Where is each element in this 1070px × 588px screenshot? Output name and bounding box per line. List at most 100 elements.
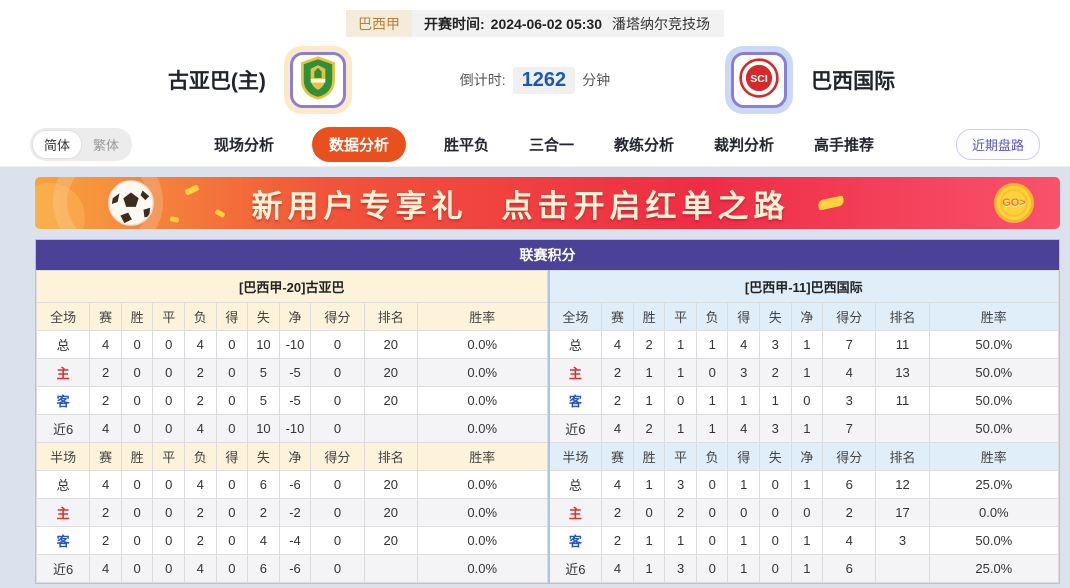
stat-cell: 2 [89, 526, 122, 555]
countdown-label: 倒计时: [459, 72, 506, 88]
stat-cell: 2 [184, 386, 217, 415]
stat-cell: 0.0% [416, 498, 548, 527]
nav-item-0[interactable]: 现场分析 [213, 137, 274, 154]
stat-cell: 0 [695, 470, 729, 499]
stat-cell [363, 414, 418, 443]
nav-item-6[interactable]: 高手推荐 [814, 137, 875, 154]
stat-cell: 0 [310, 526, 365, 555]
row-label-host: 主 [547, 498, 603, 527]
stat-cell: -6 [278, 554, 312, 583]
kickoff-time: 2024-06-02 05:30 [490, 15, 602, 32]
row-label-host: 主 [35, 358, 91, 387]
col-header: 胜 [632, 442, 666, 471]
stats-row: 客 2 1 1 0 1 0 1 4 3 50.0% [547, 526, 1060, 555]
home-team-name: 古亚巴(主) [167, 70, 266, 93]
col-header: 得分 [310, 442, 365, 471]
stat-cell: 1 [790, 414, 824, 443]
stat-cell: 0.0% [416, 386, 548, 415]
col-header: 赛 [89, 442, 122, 471]
stat-cell: 1 [632, 554, 666, 583]
col-header: 平 [664, 442, 697, 471]
stat-cell: 4 [89, 330, 122, 359]
stats-row: 近6 4 2 1 1 4 3 1 7 50.0% [547, 414, 1060, 443]
col-header: 平 [152, 442, 186, 471]
col-header: 失 [759, 442, 792, 471]
stats-row: 客 2 0 0 2 0 4 -4 0 20 0.0% [35, 526, 548, 555]
stats-row: 总 4 0 0 4 0 6 -6 0 20 0.0% [35, 470, 548, 499]
stat-cell: 0 [215, 358, 249, 387]
stat-cell: 50.0% [928, 414, 1060, 443]
stat-cell: 0 [695, 554, 729, 583]
stat-cell: 6 [247, 470, 280, 499]
banner-text-left: 新用户专享礼 [251, 188, 468, 224]
stat-cell: 6 [822, 554, 877, 583]
stat-cell: 0.0% [416, 526, 548, 555]
stat-cell: 0 [727, 498, 760, 527]
row-label-host: 主 [547, 358, 603, 387]
stat-cell: 2 [89, 358, 122, 387]
stat-cell: -6 [278, 470, 312, 499]
stat-cell: 1 [727, 526, 760, 555]
stats-row: 近6 4 0 0 4 0 6 -6 0 0.0% [35, 554, 548, 583]
nav-item-5[interactable]: 裁判分析 [714, 137, 775, 154]
col-header: 胜 [120, 302, 154, 331]
lang-simplified-button[interactable]: 简体 [32, 130, 83, 159]
col-header: 胜率 [416, 302, 548, 331]
stat-cell: 3 [759, 330, 792, 359]
col-header: 赛 [601, 442, 634, 471]
stat-cell: 4 [822, 358, 877, 387]
row-label-total: 总 [547, 470, 603, 499]
stat-cell: 2 [601, 526, 634, 555]
nav-item-4[interactable]: 教练分析 [614, 137, 675, 154]
stat-cell: 0 [310, 470, 365, 499]
away-team-header: [巴西甲-11]巴西国际 [548, 270, 1059, 303]
banner-text-right: 点击开启红单之路 [501, 188, 790, 224]
stat-cell: -10 [278, 330, 312, 359]
stat-cell: 1 [695, 386, 729, 415]
stat-cell: 0 [632, 498, 666, 527]
col-header: 得分 [310, 302, 365, 331]
stat-cell: 0 [310, 498, 365, 527]
lang-traditional-button[interactable]: 繁体 [93, 138, 120, 153]
nav-item-1[interactable]: 数据分析 [311, 127, 406, 162]
stat-cell: 4 [184, 470, 217, 499]
stat-cell: 2 [601, 498, 634, 527]
col-header: 负 [184, 302, 217, 331]
stat-cell: 0 [152, 330, 186, 359]
stat-cell: 1 [695, 330, 729, 359]
nav-item-2[interactable]: 胜平负 [443, 137, 489, 154]
col-header: 失 [247, 442, 280, 471]
stat-cell: 2 [822, 498, 877, 527]
col-header: 负 [695, 302, 729, 331]
stat-cell: 3 [875, 526, 930, 555]
stat-cell [875, 414, 930, 443]
card-title: 联赛积分 [36, 240, 1059, 270]
stat-cell: 0 [152, 498, 186, 527]
stat-cell: 0 [120, 470, 154, 499]
stat-cell: 0.0% [416, 414, 548, 443]
away-team-name: 巴西国际 [811, 70, 896, 93]
stat-cell [875, 554, 930, 583]
stat-cell: -4 [278, 526, 312, 555]
stat-cell: 1 [790, 470, 824, 499]
stat-cell: 1 [632, 358, 666, 387]
stat-cell: 13 [875, 358, 930, 387]
stat-cell: 3 [759, 414, 792, 443]
stat-cell: 1 [664, 526, 697, 555]
stat-cell: 50.0% [928, 330, 1060, 359]
recent-trend-button[interactable]: 近期盘路 [955, 129, 1040, 160]
stat-cell: 25.0% [928, 554, 1060, 583]
stat-cell: 2 [759, 358, 792, 387]
stat-cell: 4 [727, 414, 760, 443]
stat-cell: 1 [790, 554, 824, 583]
stat-cell: 1 [790, 358, 824, 387]
promo-banner[interactable]: 新用户专享礼 点击开启红单之路 GO> [35, 177, 1060, 229]
nav-item-3[interactable]: 三合一 [529, 137, 575, 154]
stat-cell: 0 [215, 554, 249, 583]
col-header: 失 [247, 302, 280, 331]
col-header: 负 [695, 442, 729, 471]
col-header: 排名 [363, 302, 418, 331]
go-button[interactable]: GO> [994, 183, 1034, 223]
stat-cell: 0 [215, 330, 249, 359]
stat-cell: 2 [184, 526, 217, 555]
